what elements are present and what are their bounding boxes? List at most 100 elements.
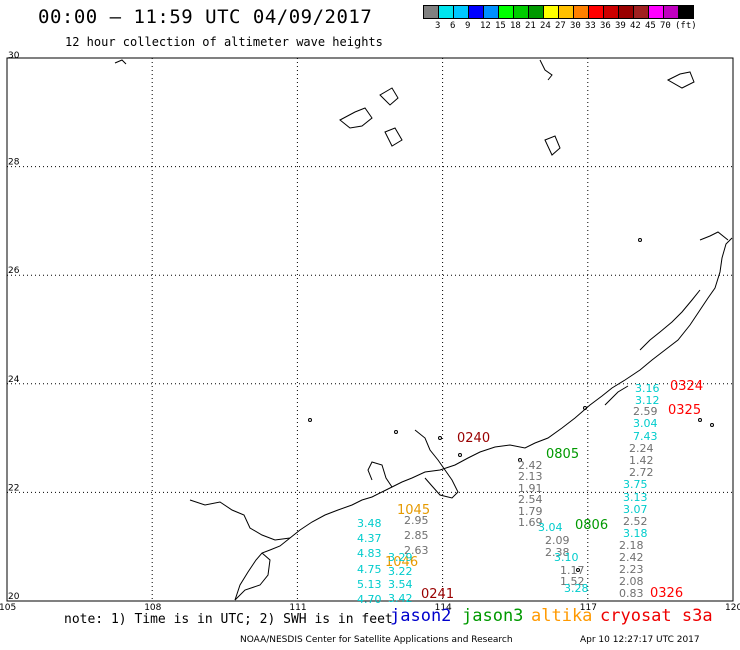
legend-label: 9: [465, 21, 471, 31]
credit-line: NOAA/NESDIS Center for Satellite Applica…: [240, 635, 513, 645]
swh-value: 2.54: [518, 493, 543, 507]
legend-label: 18: [510, 21, 521, 31]
swh-value: 3.48: [357, 517, 382, 530]
legend-label: 45: [645, 21, 656, 31]
swh-value: 3.16: [635, 382, 660, 395]
lon-label: 120: [725, 603, 740, 613]
swh-value: 3.04: [538, 521, 563, 534]
swh-value: 2.38: [545, 545, 570, 559]
swh-value: 4.37: [357, 532, 382, 546]
swh-value: 1.42: [629, 454, 654, 467]
swh-value: 2.72: [629, 466, 654, 479]
swh-value: 3.29: [388, 551, 413, 564]
swh-value: 3.28: [564, 582, 589, 595]
swh-value: 3.22: [388, 564, 413, 578]
swh-value: 2.24: [629, 442, 654, 455]
swh-value: 4.83: [357, 547, 382, 561]
pass-label: 0324: [670, 379, 704, 394]
legend-swatch: [678, 5, 694, 19]
swh-value: 2.13: [518, 470, 543, 484]
swh-value: 3.42: [388, 591, 413, 605]
sat-cryosat-label: cryosat s3a: [600, 606, 713, 626]
sat-altika-label: altika: [531, 606, 593, 626]
island-dot: [698, 418, 702, 422]
map-frame: [6, 57, 734, 602]
swh-value: 0.83: [619, 587, 644, 600]
legend-label: 27: [555, 21, 566, 31]
swh-value: 2.09: [545, 534, 570, 547]
sat-jason2-label: jason2: [390, 606, 452, 626]
pass-label: 0806: [575, 518, 609, 533]
swh-value: 2.18: [619, 539, 644, 552]
swh-value: 3.04: [633, 417, 658, 430]
swh-value: 3.12: [635, 394, 660, 407]
island-dot: [710, 423, 714, 427]
legend-swatches: [423, 5, 694, 19]
swh-value: 2.52: [623, 515, 648, 528]
swh-value: 4.75: [357, 562, 382, 576]
map-title: 00:00 — 11:59 UTC 04/09/2017: [38, 6, 373, 28]
coastline: [114, 59, 733, 601]
swh-value: 3.07: [623, 503, 648, 516]
swh-value: 3.54: [388, 578, 413, 591]
island-dot: [638, 238, 642, 242]
legend-label: 42: [630, 21, 641, 31]
swh-value: 2.23: [619, 563, 644, 576]
legend-label: 6: [450, 21, 456, 31]
swh-value: 2.42: [518, 459, 543, 472]
swh-value: 3.18: [623, 527, 648, 540]
swh-value: 1.69: [518, 516, 543, 529]
lon-label: 108: [144, 603, 161, 613]
sat-jason3-label: jason3: [462, 606, 524, 626]
island-dots: [308, 238, 714, 572]
swh-value: 2.08: [619, 575, 644, 588]
island-dot: [576, 568, 580, 572]
pass-label: 0240: [457, 431, 491, 446]
footer-note: note: 1) Time is in UTC; 2) SWH is in fe…: [64, 612, 393, 627]
island-dot: [583, 406, 587, 410]
swh-value: 2.85: [404, 529, 429, 542]
lat-label: 24: [8, 375, 20, 385]
legend-label: 33: [585, 21, 596, 31]
swh-value: 1.17: [560, 564, 585, 577]
swh-value: 2.59: [633, 405, 658, 418]
swh-value: 7.43: [633, 429, 658, 443]
legend-label: 36: [600, 21, 611, 31]
lon-label: 117: [580, 603, 597, 613]
lat-label: 20: [8, 592, 20, 602]
swh-value: 4.70: [357, 593, 382, 606]
legend-label: 70: [660, 21, 671, 31]
legend-label: 24: [540, 21, 551, 31]
pass-label: 1046: [385, 555, 419, 570]
lat-label: 28: [8, 158, 20, 168]
island-dot: [518, 458, 522, 462]
legend-label: 21: [525, 21, 536, 31]
swh-value: 2.42: [619, 551, 644, 564]
swh-value: 1.79: [518, 504, 543, 518]
legend-label: 39: [615, 21, 626, 31]
pass-label: 0325: [668, 403, 702, 418]
swh-value: 3.13: [623, 490, 648, 504]
lon-label: 114: [435, 603, 452, 613]
lat-label: 30: [8, 51, 20, 61]
swh-value: 1.91: [518, 481, 543, 495]
legend-label: 3: [435, 21, 441, 31]
legend-label: 30: [570, 21, 581, 31]
island-dot: [308, 418, 312, 422]
graticule: [7, 58, 733, 601]
map-subtitle: 12 hour collection of altimeter wave hei…: [65, 35, 383, 49]
lat-label: 26: [8, 266, 20, 276]
island-dot: [458, 453, 462, 457]
lon-label: 111: [289, 603, 306, 613]
legend-label: 12: [480, 21, 491, 31]
swh-value: 3.75: [623, 478, 648, 491]
pass-label: 0805: [546, 447, 580, 462]
pass-label: 0241: [421, 587, 455, 602]
swh-value: 5.13: [357, 577, 382, 591]
island-dot: [394, 430, 398, 434]
swh-value: 2.63: [404, 544, 429, 557]
legend-label: (ft): [675, 21, 697, 31]
lon-label: 105: [0, 603, 16, 613]
pass-label: 0326: [650, 586, 684, 601]
